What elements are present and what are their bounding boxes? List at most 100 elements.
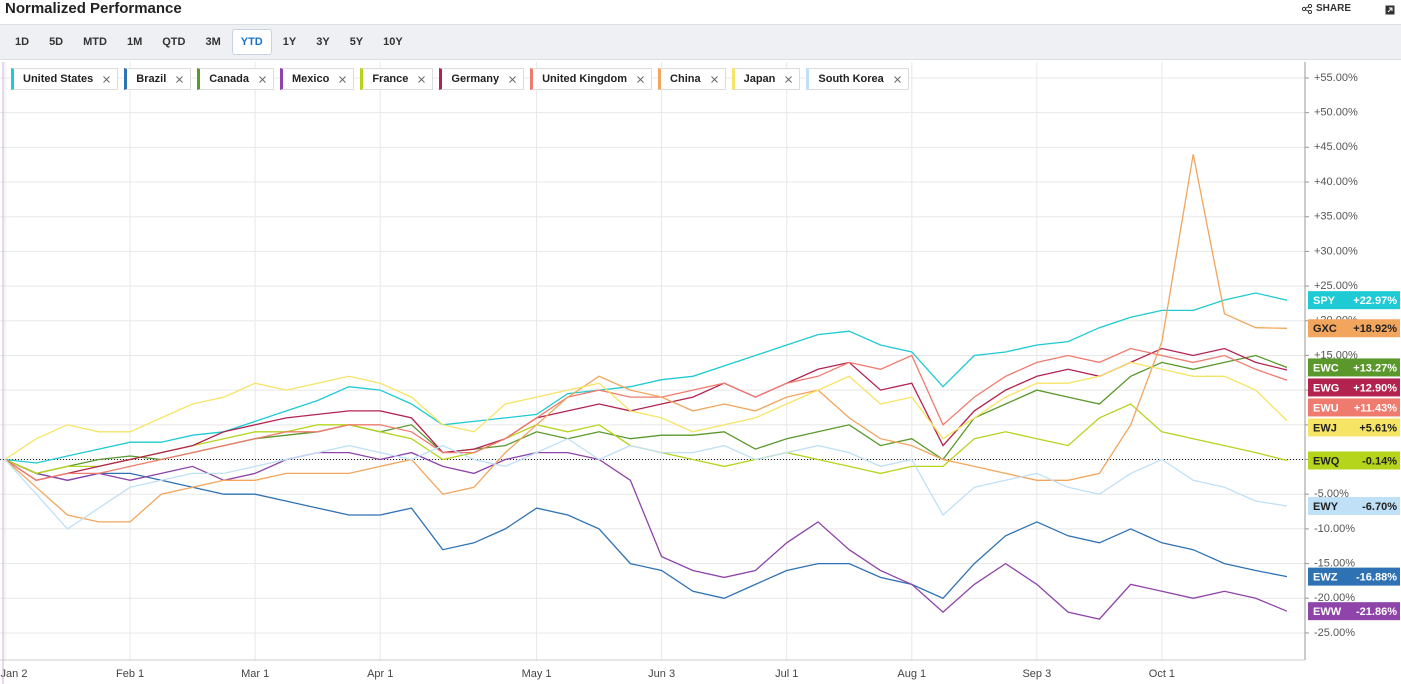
end-tag-value: -16.88% [1356,572,1397,584]
legend-label: United States [23,73,94,85]
share-icon [1301,3,1312,14]
end-tag [1308,358,1400,377]
series-line [4,347,1288,481]
legend-item[interactable]: United States [11,68,119,90]
share-button[interactable]: SHARE [1301,3,1351,14]
period-button[interactable]: 1D [15,36,30,48]
remove-icon[interactable] [893,75,901,83]
x-tick-label: Sep 3 [1022,668,1051,680]
remove-icon[interactable] [259,75,266,83]
end-tag [1308,567,1400,586]
y-tick-label: -20.00% [1314,592,1355,604]
end-tag-value: +12.90% [1353,382,1397,394]
end-tag-ticker: EWZ [1313,572,1338,584]
remove-icon[interactable] [785,75,793,83]
share-label: SHARE [1315,3,1351,14]
end-tag [1308,378,1400,397]
y-tick-label: +35.00% [1314,211,1358,223]
legend-item[interactable]: South Korea [806,68,909,90]
y-tick-label: +45.00% [1314,141,1358,153]
end-tag-ticker: EWW [1313,606,1342,618]
remove-icon[interactable] [176,75,184,83]
legend-item[interactable]: China [658,68,726,90]
legend-label: France [372,73,409,85]
chart-title: Normalized Performance [5,0,182,17]
end-tag [1308,319,1400,338]
end-tag-value: +5.61% [1359,422,1397,434]
y-tick-label: -15.00% [1314,557,1355,569]
series-line [4,292,1288,464]
x-tick-label: Jun 3 [648,668,675,680]
period-button[interactable]: 1Y [282,36,297,48]
period-button[interactable]: 3Y [316,36,330,48]
period-button[interactable]: YTD [231,29,272,55]
period-button[interactable]: 5Y [349,36,364,48]
x-tick-label: Aug 1 [897,668,926,680]
y-tick-label: +50.00% [1314,107,1358,119]
period-button[interactable]: 5D [49,36,64,48]
x-tick-label: Jan 2 [1,668,28,680]
end-tag-value: +11.43% [1354,402,1397,414]
series-line [4,437,1288,530]
legend-item[interactable]: Canada [197,68,275,90]
legend-item[interactable]: France [360,68,434,90]
end-tag-ticker: EWG [1313,382,1339,394]
legend-label: Brazil [136,73,167,85]
end-tag [1308,291,1400,310]
legend-label: Japan [743,73,776,85]
y-tick-label: +30.00% [1314,245,1358,257]
x-tick-label: May 1 [522,668,552,680]
period-button[interactable]: 3M [205,36,221,48]
end-tag-ticker: EWC [1313,362,1339,374]
legend-label: South Korea [818,73,884,85]
end-tag-value: -6.70% [1362,501,1397,513]
end-tag [1308,418,1400,437]
period-button[interactable]: QTD [162,36,186,48]
period-button[interactable]: 10Y [383,36,403,48]
end-tag [1308,398,1400,417]
legend-label: Mexico [292,73,330,85]
end-tag-ticker: EWQ [1313,455,1340,467]
x-tick-label: Oct 1 [1149,668,1175,680]
remove-icon[interactable] [339,75,347,83]
x-tick-label: Mar 1 [241,668,269,680]
y-tick-label: -25.00% [1314,627,1355,639]
end-tag-value: -0.14% [1362,455,1397,467]
period-toolbar: 1D 5D MTD 1M QTD 3M YTD 1Y 3Y 5Y 10Y [0,24,1401,60]
legend-item[interactable]: Brazil [124,68,192,90]
legend-label: Germany [451,73,500,85]
y-tick-label: +55.00% [1314,72,1358,84]
legend-item[interactable]: Mexico [280,68,355,90]
end-tag [1308,602,1400,621]
end-tag-ticker: EWY [1313,501,1339,513]
period-button[interactable]: 1M [126,36,143,48]
legend-label: Canada [209,73,250,85]
end-tag-ticker: GXC [1313,323,1337,335]
remove-icon[interactable] [103,75,111,83]
y-tick-label: +15.00% [1314,349,1358,361]
period-button[interactable]: MTD [83,36,107,48]
series-line [4,154,1288,523]
legend-label: China [670,73,701,85]
x-tick-label: Apr 1 [367,668,393,680]
remove-icon[interactable] [509,75,516,83]
legend-item[interactable]: Germany [439,68,525,90]
x-tick-label: Jul 1 [775,668,798,680]
end-tag-ticker: EWJ [1313,422,1337,434]
end-tag-value: +22.97% [1353,295,1397,307]
legend-label: United Kingdom [542,73,628,85]
end-tag-ticker: SPY [1313,295,1336,307]
legend-item[interactable]: Japan [731,68,801,90]
y-tick-label: +25.00% [1314,280,1358,292]
series-line [4,361,1288,461]
remove-icon[interactable] [637,75,644,83]
remove-icon[interactable] [710,75,718,83]
y-tick-label: -10.00% [1314,523,1355,535]
expand-icon[interactable] [1385,5,1395,15]
series-line [4,451,1288,620]
legend-item[interactable]: United Kingdom [530,68,653,90]
end-tag-value: +18.92% [1353,323,1397,335]
remove-icon[interactable] [418,75,426,83]
